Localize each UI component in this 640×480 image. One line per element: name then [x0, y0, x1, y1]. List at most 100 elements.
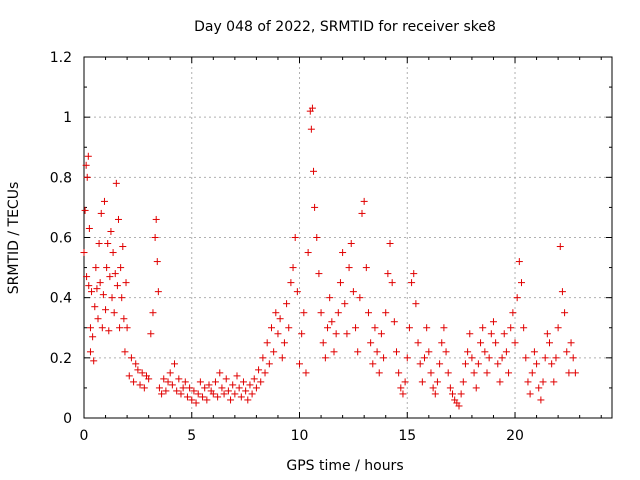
data-point: [386, 240, 394, 248]
data-point: [558, 288, 566, 296]
data-point: [112, 179, 120, 187]
data-point: [84, 152, 92, 160]
data-point: [535, 384, 543, 392]
data-point: [343, 330, 351, 338]
data-point: [211, 378, 219, 386]
data-point: [88, 288, 96, 296]
y-tick-label: 0.8: [50, 170, 72, 186]
data-point: [326, 294, 334, 302]
data-point: [408, 279, 416, 287]
grid: [84, 57, 612, 418]
data-point: [500, 330, 508, 338]
data-point: [89, 333, 97, 341]
data-point: [188, 396, 196, 404]
data-point: [109, 249, 117, 257]
data-point: [90, 357, 98, 365]
data-point: [302, 369, 310, 377]
data-point: [145, 375, 153, 383]
data-point: [149, 309, 157, 317]
data-point: [224, 387, 232, 395]
data-point: [120, 315, 128, 323]
data-point: [255, 366, 263, 374]
data-point: [477, 339, 485, 347]
y-tick-label: 0: [63, 411, 72, 427]
data-point: [474, 360, 482, 368]
data-point: [455, 402, 463, 410]
data-point: [261, 369, 269, 377]
data-point: [328, 318, 336, 326]
data-point: [414, 339, 422, 347]
data-point: [259, 354, 267, 362]
x-tick-label: 15: [398, 428, 416, 444]
data-point: [222, 375, 230, 383]
data-point: [464, 348, 472, 356]
data-point: [96, 279, 104, 287]
data-point: [118, 294, 126, 302]
data-point: [410, 270, 418, 278]
data-point: [209, 390, 217, 398]
data-point: [382, 309, 390, 317]
data-point: [563, 348, 571, 356]
data-point: [405, 324, 413, 332]
data-point: [214, 393, 222, 401]
data-point: [479, 324, 487, 332]
chart-title: Day 048 of 2022, SRMTID for receiver ske…: [194, 19, 496, 35]
data-point: [461, 360, 469, 368]
data-point: [154, 288, 162, 296]
data-point: [107, 227, 115, 235]
data-point: [418, 378, 426, 386]
data-point: [412, 300, 420, 308]
data-point: [166, 369, 174, 377]
data-point: [127, 354, 135, 362]
data-point: [190, 387, 198, 395]
data-point: [194, 390, 202, 398]
data-point: [244, 396, 252, 404]
data-point: [496, 378, 504, 386]
data-point: [492, 339, 500, 347]
data-point: [119, 243, 127, 251]
data-point: [513, 294, 521, 302]
data-point: [291, 234, 299, 241]
data-point: [310, 167, 318, 175]
data-point: [121, 348, 129, 356]
data-point: [85, 224, 93, 232]
data-point: [444, 369, 452, 377]
data-point: [466, 330, 474, 338]
data-point: [307, 125, 315, 133]
x-tick-label: 10: [291, 428, 309, 444]
data-point: [276, 315, 284, 323]
data-point: [375, 369, 383, 377]
data-point: [520, 324, 528, 332]
data-point: [483, 369, 491, 377]
data-point: [105, 327, 113, 335]
y-tick-label: 1: [63, 110, 72, 126]
data-point: [270, 348, 278, 356]
data-point: [330, 348, 338, 356]
data-point: [92, 264, 100, 272]
data-point: [162, 387, 170, 395]
data-point: [116, 324, 124, 332]
data-point: [250, 375, 258, 383]
ticks: 0 5 10 15 20 0 0.2 0.4 0.6 0.8 1 1.2: [50, 50, 612, 444]
data-point: [160, 375, 168, 383]
data-point: [104, 240, 112, 248]
data-point: [111, 270, 119, 278]
data-point: [134, 366, 142, 374]
data-point: [280, 339, 288, 347]
data-point: [136, 381, 144, 389]
data-point: [103, 264, 111, 272]
data-point: [487, 330, 495, 338]
data-point: [91, 303, 99, 311]
data-point: [283, 300, 291, 308]
data-point: [86, 324, 94, 332]
data-point: [86, 348, 94, 356]
data-point: [485, 354, 493, 362]
data-point: [380, 354, 388, 362]
data-point: [164, 378, 172, 386]
data-point: [93, 285, 101, 293]
data-point: [102, 306, 110, 314]
data-point: [356, 294, 364, 302]
data-point: [433, 378, 441, 386]
data-point: [567, 339, 575, 347]
